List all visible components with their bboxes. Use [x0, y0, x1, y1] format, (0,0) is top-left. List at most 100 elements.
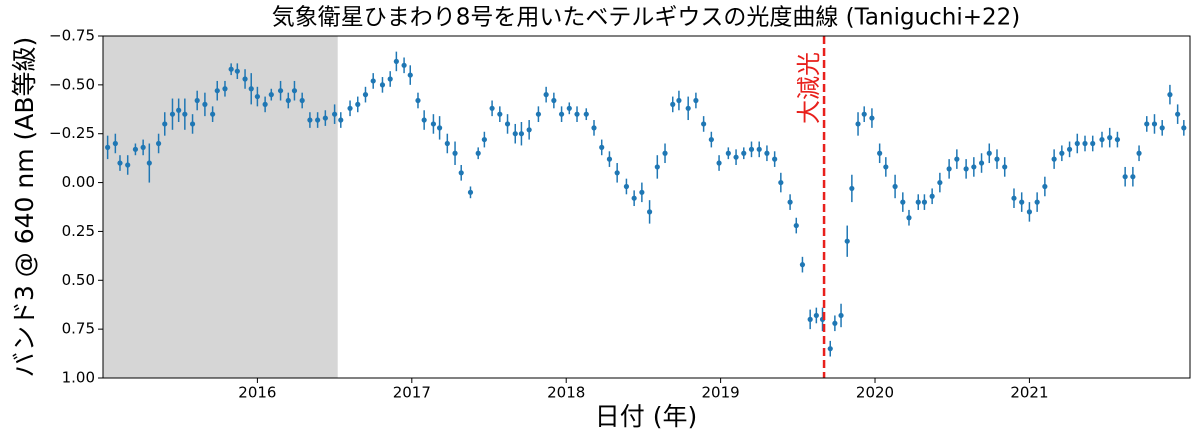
- x-tick-label: 2017: [393, 384, 431, 402]
- data-point: [407, 72, 413, 78]
- data-point: [654, 164, 660, 170]
- data-point: [1151, 121, 1158, 127]
- x-axis-label: 日付 (年): [595, 402, 697, 431]
- data-point: [646, 209, 653, 215]
- data-point: [307, 117, 313, 123]
- data-point: [489, 105, 495, 111]
- data-point: [807, 316, 813, 322]
- y-axis-label: バンド3 @ 640 nm (AB等級): [10, 37, 39, 378]
- data-point: [210, 111, 216, 117]
- data-point: [716, 160, 722, 166]
- data-point: [189, 121, 196, 127]
- y-tick-label: 0.75: [62, 320, 95, 338]
- data-point: [1011, 195, 1017, 201]
- data-point: [929, 193, 935, 199]
- y-tick-label: 1.00: [62, 369, 95, 387]
- data-point: [535, 111, 542, 117]
- data-point: [182, 111, 188, 117]
- data-point: [741, 150, 747, 156]
- data-point: [861, 111, 867, 117]
- data-point: [481, 136, 487, 143]
- data-point: [551, 97, 557, 104]
- data-point: [915, 199, 921, 205]
- data-point: [504, 121, 511, 127]
- data-point: [685, 105, 691, 111]
- data-point: [194, 97, 200, 104]
- y-tick-label: 0.00: [62, 173, 95, 191]
- data-point: [132, 146, 139, 152]
- data-point: [1144, 121, 1150, 127]
- data-point: [117, 160, 123, 166]
- chart-title: 気象衛星ひまわり8号を用いたベテルギウスの光度曲線 (Taniguchi+22): [272, 5, 1021, 31]
- data-point: [285, 97, 291, 104]
- data-point: [778, 179, 784, 186]
- data-point: [222, 86, 228, 92]
- data-point: [421, 117, 427, 123]
- data-point: [299, 97, 305, 104]
- data-point: [827, 346, 833, 352]
- data-point: [670, 101, 676, 107]
- data-point: [855, 121, 861, 127]
- data-point: [393, 58, 399, 65]
- data-point: [599, 144, 605, 150]
- y-tick-label: 0.25: [62, 222, 95, 240]
- data-point: [946, 166, 952, 172]
- data-point: [497, 111, 503, 117]
- data-point: [869, 115, 875, 121]
- data-point: [234, 68, 240, 74]
- data-point: [1019, 199, 1025, 205]
- data-point: [512, 131, 518, 137]
- data-point: [262, 101, 268, 107]
- y-tick-label: −0.75: [49, 27, 95, 45]
- data-point: [832, 320, 838, 326]
- x-tick-label: 2020: [856, 384, 894, 402]
- data-point: [639, 189, 645, 195]
- data-point: [401, 62, 407, 68]
- data-point: [268, 92, 274, 98]
- data-point: [125, 162, 131, 168]
- x-tick-label: 2019: [702, 384, 740, 402]
- data-point: [787, 199, 793, 205]
- data-point: [291, 88, 298, 94]
- data-point: [1159, 125, 1165, 131]
- data-point: [387, 76, 393, 82]
- data-point: [1034, 199, 1040, 205]
- data-point: [725, 150, 731, 156]
- data-point: [1175, 111, 1181, 117]
- data-point: [355, 101, 361, 107]
- x-tick-label: 2016: [238, 384, 276, 402]
- data-point: [1114, 136, 1121, 143]
- data-point: [338, 117, 344, 123]
- data-point: [155, 140, 162, 147]
- shaded-span: [103, 36, 338, 378]
- data-point: [954, 156, 960, 162]
- data-point: [1051, 156, 1057, 162]
- data-point: [444, 140, 450, 147]
- data-point: [379, 82, 386, 88]
- data-point: [574, 111, 580, 117]
- annotation-text: 大減光: [795, 52, 823, 124]
- data-point: [248, 86, 254, 92]
- data-point: [623, 183, 630, 190]
- data-point: [1167, 92, 1173, 98]
- data-point: [994, 156, 1000, 162]
- y-tick-label: 0.50: [62, 271, 95, 289]
- data-point: [347, 105, 353, 111]
- y-tick-label: −0.25: [49, 124, 95, 142]
- data-point: [971, 164, 977, 170]
- data-point: [844, 238, 850, 244]
- data-point: [202, 101, 208, 107]
- data-point: [1122, 174, 1128, 180]
- data-point: [963, 166, 969, 172]
- data-point: [978, 160, 985, 166]
- data-point: [452, 150, 458, 156]
- data-point: [1042, 183, 1048, 190]
- data-point: [228, 66, 234, 72]
- data-point: [614, 170, 620, 176]
- data-point: [631, 195, 637, 201]
- data-point: [415, 97, 421, 104]
- data-point: [140, 144, 146, 150]
- data-point: [921, 199, 928, 205]
- data-point: [1090, 140, 1096, 147]
